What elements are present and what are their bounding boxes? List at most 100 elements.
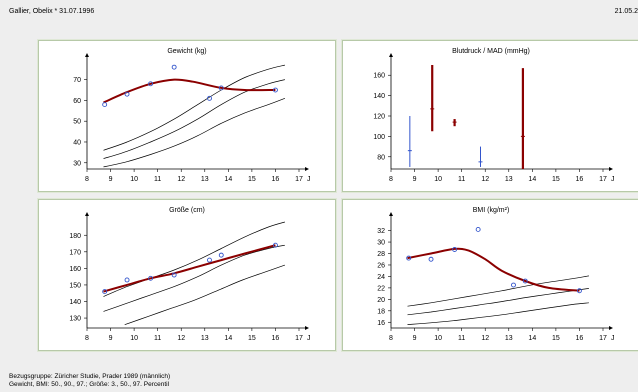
x-tick-label: 11: [154, 335, 161, 342]
percentile-curve: [103, 97, 286, 168]
x-unit-label: J: [307, 335, 311, 342]
y-tick-label: 26: [377, 262, 385, 269]
x-tick-label: 9: [109, 176, 113, 183]
footer-percentile-legend: Gewicht, BMI: 50., 90., 97.; Größe: 3., …: [9, 380, 170, 388]
footer-reference-group: Bezugsgruppe: Züricher Studie, Prader 19…: [9, 373, 171, 380]
x-tick-label: 15: [552, 335, 560, 342]
patient-label: Gallier, Obelix * 31.07.1996: [9, 8, 95, 15]
measurement-point: [406, 255, 412, 261]
measurement-point: [272, 242, 278, 248]
x-tick-label: 17: [599, 335, 607, 342]
x-tick-label: 8: [389, 335, 393, 342]
measurement-point: [475, 226, 481, 232]
x-tick-label: 12: [177, 335, 185, 342]
measurement-point: [522, 278, 528, 284]
weight-chart: Gewicht (kg) 8 9 10 11 12 13 14 15 16 17 J 30 40 50 60 7…: [73, 48, 311, 183]
y-tick-label: 140: [373, 93, 385, 100]
x-tick-label: 16: [576, 335, 584, 342]
measurement-point: [148, 81, 154, 87]
x-unit-label: J: [307, 176, 311, 183]
measurement-point: [124, 91, 130, 97]
x-tick-label: 15: [248, 176, 256, 183]
measurement-point: [171, 64, 177, 70]
measurement-point: [218, 252, 224, 258]
blood-pressure-chart: Blutdruck / MAD (mmHg) 8 9 10 11 12 13 14 15 16 17…: [373, 48, 615, 183]
x-tick-label: 14: [224, 335, 232, 342]
measurement-point: [102, 289, 108, 295]
x-tick-label: 10: [434, 176, 442, 183]
y-tick-label: 80: [377, 154, 385, 161]
y-tick-label: 50: [73, 119, 81, 126]
percentile-curve: [103, 79, 285, 159]
chart-title: BMI (kg/m²): [473, 207, 510, 214]
x-tick-label: 12: [481, 176, 489, 183]
percentile-curve: [103, 244, 285, 312]
y-tick-label: 60: [73, 98, 81, 105]
y-tick-label: 18: [377, 308, 385, 315]
y-tick-label: 22: [377, 285, 385, 292]
y-tick-label: 160: [69, 266, 81, 273]
measurement-point: [148, 275, 154, 281]
x-tick-label: 8: [389, 176, 393, 183]
y-tick-label: 40: [73, 139, 81, 146]
x-tick-label: 15: [248, 335, 256, 342]
x-tick-label: 13: [201, 335, 209, 342]
measurement-point: [452, 247, 458, 252]
weight-chart-panel: Gewicht (kg) 8 9 10 11 12 13 14 15 16 17 J 30 40 50 60 7…: [38, 40, 336, 192]
x-unit-label: J: [611, 335, 615, 342]
x-tick-label: 9: [413, 176, 417, 183]
measurement-point: [511, 282, 516, 288]
x-tick-label: 8: [85, 335, 89, 342]
x-tick-label: 16: [272, 335, 280, 342]
y-axis-arrow: [389, 53, 393, 57]
x-tick-label: 11: [154, 176, 161, 183]
x-axis-arrow: [609, 167, 613, 171]
bmi-chart-panel: BMI (kg/m²) 8 9 10 11 12 13 14 15 16 17 J 16 18 20 22 24…: [342, 199, 638, 351]
x-tick-label: 16: [576, 176, 584, 183]
y-tick-label: 100: [373, 134, 385, 141]
chart-title: Gewicht (kg): [167, 48, 206, 55]
x-tick-label: 15: [552, 176, 560, 183]
x-tick-label: 10: [130, 176, 138, 183]
y-tick-label: 30: [377, 240, 385, 247]
percentile-curve: [103, 64, 285, 151]
y-tick-label: 170: [69, 249, 81, 256]
height-chart-panel: Größe (cm) 8 9 10 11 12 13 14 15 16 17 J 130 140 150 16…: [38, 199, 336, 351]
footer-note: Bezugsgruppe: Züricher Studie, Prader 19…: [9, 373, 170, 388]
measurement-point: [124, 277, 130, 283]
y-tick-label: 30: [73, 160, 81, 167]
measurement-point: [207, 257, 212, 263]
x-tick-label: 9: [109, 335, 113, 342]
x-tick-label: 10: [434, 335, 442, 342]
x-tick-label: 17: [295, 176, 303, 183]
trend-curve: [103, 78, 276, 104]
trend-curve: [407, 247, 580, 292]
x-unit-label: J: [611, 176, 615, 183]
x-tick-label: 13: [505, 335, 513, 342]
measurement-point: [218, 85, 224, 91]
x-tick-label: 16: [272, 176, 280, 183]
y-axis-arrow: [389, 212, 393, 216]
height-chart: Größe (cm) 8 9 10 11 12 13 14 15 16 17 J 130 140 150 16…: [69, 207, 311, 342]
y-tick-label: 120: [373, 114, 385, 121]
x-tick-label: 13: [201, 176, 209, 183]
x-tick-label: 10: [130, 335, 138, 342]
x-axis-arrow: [609, 326, 613, 330]
x-tick-label: 17: [295, 335, 303, 342]
x-tick-label: 12: [177, 176, 185, 183]
chart-title: Blutdruck / MAD (mmHg): [452, 48, 530, 55]
x-tick-label: 9: [413, 335, 417, 342]
x-axis-arrow: [305, 326, 309, 330]
y-tick-label: 16: [377, 320, 385, 327]
y-tick-label: 160: [373, 73, 385, 80]
chart-title: Größe (cm): [169, 207, 205, 214]
y-axis-arrow: [85, 53, 89, 57]
percentile-curve: [407, 288, 589, 316]
measurement-point: [428, 256, 434, 262]
trend-curve: [103, 244, 276, 293]
x-tick-label: 14: [528, 335, 536, 342]
x-axis-arrow: [305, 167, 309, 171]
bmi-chart: BMI (kg/m²) 8 9 10 11 12 13 14 15 16 17 J 16 18 20 22 24…: [377, 207, 615, 342]
x-tick-label: 12: [481, 335, 489, 342]
y-tick-label: 140: [69, 299, 81, 306]
